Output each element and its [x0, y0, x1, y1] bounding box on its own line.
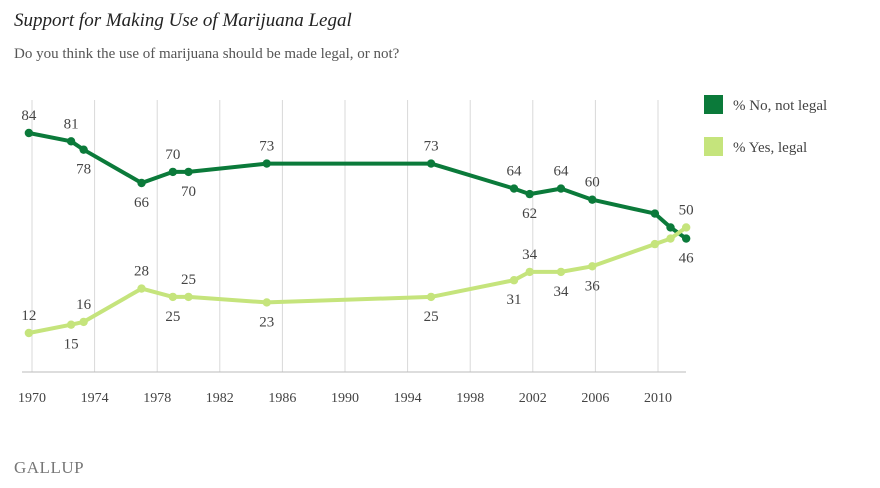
data-label-no: 64 — [507, 164, 523, 180]
x-tick-label: 1970 — [18, 391, 46, 406]
data-label-yes: 50 — [679, 202, 694, 218]
data-point-yes — [262, 298, 271, 307]
x-tick-label: 1982 — [206, 391, 234, 406]
gridlines — [22, 100, 686, 373]
legend: % No, not legal % Yes, legal — [704, 95, 827, 156]
data-label-no: 66 — [134, 195, 150, 211]
data-point-yes — [137, 284, 146, 293]
legend-label-no: % No, not legal — [733, 98, 827, 114]
data-label-yes: 36 — [585, 278, 601, 294]
data-point-no — [650, 209, 660, 218]
data-point-yes — [588, 262, 597, 271]
data-label-yes: 12 — [21, 308, 36, 324]
data-label-yes: 34 — [553, 284, 569, 300]
legend-label-yes: % Yes, legal — [733, 140, 807, 156]
data-point-no — [556, 184, 566, 193]
data-point-no — [184, 167, 193, 177]
data-label-no: 46 — [679, 251, 695, 267]
data-label-no: 70 — [181, 184, 196, 200]
data-point-yes — [79, 317, 88, 327]
x-tick-label: 1998 — [456, 391, 484, 406]
data-point-yes — [184, 292, 193, 302]
data-label-yes: 25 — [165, 309, 180, 325]
x-tick-label: 1974 — [81, 391, 109, 406]
gallup-logo: GALLUP — [14, 458, 85, 477]
data-label-yes: 16 — [76, 297, 92, 313]
x-axis-ticks: 1970 1974 1978 1982 1986 1990 1994 1998 2002 2006… — [18, 391, 672, 406]
data-label-no: 73 — [424, 139, 439, 155]
data-point-no — [681, 234, 691, 243]
data-label-no: 62 — [522, 206, 537, 222]
data-label-yes: 15 — [64, 337, 79, 353]
x-tick-label: 1978 — [143, 391, 171, 406]
data-point-no — [168, 167, 178, 177]
x-tick-label: 2010 — [644, 391, 672, 406]
data-label-yes: 23 — [259, 314, 274, 330]
data-point-yes — [66, 320, 76, 329]
data-label-no: 73 — [259, 139, 274, 155]
data-point-no — [66, 137, 76, 146]
data-point-no — [79, 145, 88, 154]
chart-title: Support for Making Use of Marijuana Lega… — [14, 10, 352, 31]
data-label-no: 70 — [165, 147, 180, 163]
legend-swatch-no — [704, 95, 723, 114]
data-point-no — [262, 159, 271, 168]
data-label-no: 81 — [64, 116, 79, 132]
data-labels: 84 81 78 66 70 70 73 73 64 62 64 60 46 12 15 16 28 25 25 23… — [21, 108, 694, 353]
x-tick-label: 1990 — [331, 391, 359, 406]
data-point-no — [666, 223, 675, 232]
data-label-no: 78 — [76, 162, 91, 178]
x-tick-label: 1986 — [268, 391, 296, 406]
data-point-no — [588, 195, 597, 204]
data-point-yes — [426, 292, 436, 302]
data-point-no — [509, 184, 519, 193]
chart-subtitle: Do you think the use of marijuana should… — [14, 46, 400, 62]
legend-swatch-yes — [704, 137, 723, 156]
data-label-yes: 31 — [507, 292, 522, 308]
x-tick-label: 2002 — [519, 391, 547, 406]
data-point-yes — [168, 292, 178, 302]
data-label-no: 60 — [585, 175, 600, 191]
data-point-yes — [650, 239, 660, 249]
data-point-yes — [509, 276, 519, 285]
data-point-no — [137, 178, 146, 188]
data-label-yes: 28 — [134, 264, 149, 280]
x-tick-label: 1994 — [394, 391, 422, 406]
data-point-yes — [556, 267, 566, 277]
data-label-yes: 34 — [522, 247, 538, 263]
data-point-no — [24, 128, 34, 138]
data-label-no: 84 — [21, 108, 37, 124]
data-label-yes: 25 — [181, 272, 196, 288]
series-points — [24, 128, 691, 338]
x-tick-label: 2006 — [581, 391, 609, 406]
data-point-yes — [681, 223, 691, 232]
data-point-yes — [666, 234, 675, 243]
data-point-no — [525, 189, 534, 199]
data-label-yes: 25 — [424, 309, 439, 325]
data-point-yes — [24, 328, 34, 338]
data-label-no: 64 — [553, 164, 569, 180]
series-lines — [28, 131, 688, 335]
data-point-no — [426, 159, 436, 168]
data-point-yes — [525, 267, 534, 277]
